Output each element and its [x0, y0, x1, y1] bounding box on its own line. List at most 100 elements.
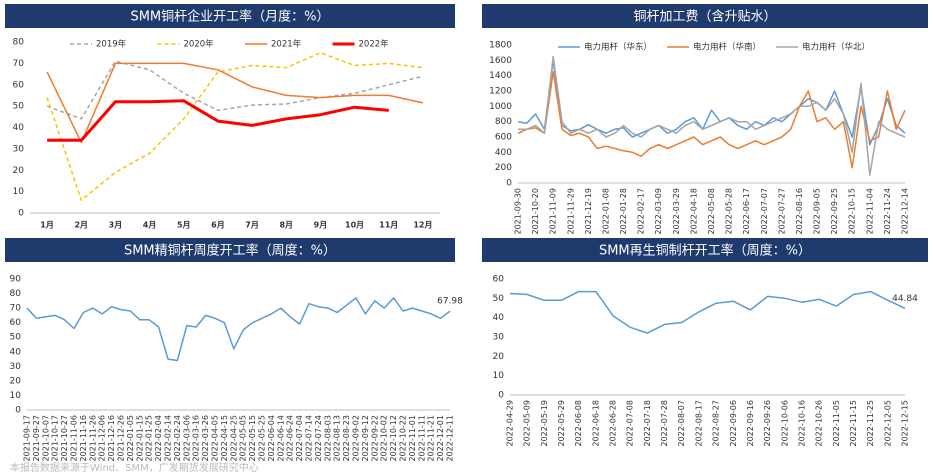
y-tick-label: 20 — [493, 352, 505, 362]
x-tick-label: 2022-11-01 — [408, 415, 417, 462]
source-note: 本报告数据来源于Wind、SMM，广发期货发展研究中心 — [10, 461, 259, 474]
y-tick-label: 80 — [10, 289, 22, 299]
x-tick-label: 2021-11-06 — [70, 415, 79, 462]
x-tick-label: 3月 — [109, 221, 123, 230]
y-tick-label: 50 — [493, 294, 505, 304]
legend-label: 2019年 — [96, 39, 127, 50]
x-tick-label: 2022-10-15 — [848, 188, 857, 235]
y-tick-label: 60 — [13, 80, 25, 90]
x-tick-label: 2022-03-09 — [654, 188, 663, 235]
x-tick-label: 2022-10-16 — [797, 400, 806, 447]
x-tick-label: 2022-06-04 — [267, 415, 276, 462]
x-tick-label: 2022-07-27 — [777, 188, 786, 235]
legend-label: 2021年 — [271, 39, 302, 50]
x-tick-label: 2022-04-05 — [211, 415, 220, 462]
x-tick-label: 2021-11-29 — [566, 188, 575, 235]
legend-label: 电力用杆（华北） — [802, 42, 870, 53]
series-line — [46, 60, 424, 120]
x-tick-label: 2022-11-15 — [849, 400, 858, 447]
x-tick-label: 2021-12-26 — [117, 415, 126, 462]
title-bar — [482, 4, 928, 28]
x-tick-label: 2022-01-05 — [126, 415, 135, 462]
y-tick-label: 1600 — [489, 56, 512, 66]
y-tick-label: 20 — [10, 376, 22, 386]
x-tick-label: 2022-06-28 — [609, 400, 618, 447]
x-tick-label: 2022-05-28 — [725, 188, 734, 235]
x-tick-label: 2022-10-06 — [780, 400, 789, 447]
x-tick-label: 2022-07-04 — [295, 415, 304, 462]
x-tick-label: 2021-12-06 — [98, 415, 107, 462]
x-tick-label: 2022-08-16 — [795, 188, 804, 235]
x-tick-label: 2022-06-17 — [742, 188, 751, 235]
x-tick-label: 2022-01-08 — [601, 188, 610, 235]
x-tick-label: 2月 — [74, 221, 88, 230]
series-line — [47, 99, 389, 142]
y-tick-label: 800 — [495, 117, 512, 127]
legend-label: 2022年 — [359, 39, 390, 50]
y-tick-label: 70 — [10, 304, 22, 314]
y-tick-label: 10 — [10, 391, 22, 401]
x-tick-label: 2021-09-30 — [514, 188, 523, 235]
x-tick-label: 2022-03-29 — [672, 188, 681, 235]
y-tick-label: 60 — [493, 275, 505, 285]
x-tick-label: 5月 — [177, 221, 191, 230]
y-tick-label: 1800 — [489, 41, 512, 51]
x-tick-label: 2022-01-15 — [135, 415, 144, 462]
value-label: 44.84 — [892, 294, 918, 304]
series-line — [46, 51, 423, 201]
x-tick-label: 2022-09-12 — [361, 415, 370, 462]
x-tick-label: 2022-03-26 — [201, 415, 210, 462]
legend-label: 电力用杆（华南） — [693, 42, 761, 53]
x-tick-label: 2022-05-09 — [523, 400, 532, 447]
y-tick-label: 40 — [13, 123, 25, 133]
x-tick-label: 11月 — [379, 221, 398, 230]
x-tick-label: 2022-08-13 — [333, 415, 342, 462]
y-tick-label: 80 — [13, 38, 25, 48]
x-tick-label: 2022-02-04 — [154, 415, 163, 462]
chart-title: SMM精铜杆周度开工率（周度：%） — [124, 243, 336, 259]
x-tick-label: 2022-01-28 — [619, 188, 628, 235]
chart-title: SMM再生铜制杆开工率（周度：%） — [599, 243, 811, 259]
x-tick-label: 2022-08-17 — [694, 400, 703, 447]
x-tick-label: 2022-09-22 — [370, 415, 379, 462]
y-tick-label: 0 — [18, 209, 24, 219]
y-tick-label: 40 — [10, 347, 22, 357]
x-tick-label: 2022-12-14 — [901, 188, 910, 235]
x-tick-label: 1月 — [40, 221, 54, 230]
y-tick-label: 1400 — [489, 71, 512, 81]
x-tick-label: 2022-09-25 — [830, 188, 839, 235]
x-tick-label: 2022-09-06 — [729, 400, 738, 447]
y-tick-label: 20 — [13, 166, 25, 176]
series-line — [509, 290, 906, 334]
x-tick-label: 2022-10-26 — [815, 400, 824, 447]
x-tick-label: 2022-11-24 — [883, 188, 892, 235]
x-tick-label: 2022-05-15 — [248, 415, 257, 462]
x-tick-label: 2022-11-04 — [865, 188, 874, 235]
x-tick-label: 2022-06-24 — [286, 415, 295, 462]
series-line — [517, 71, 906, 169]
y-tick-label: 1200 — [489, 87, 512, 97]
x-tick-label: 2022-10-02 — [380, 415, 389, 462]
x-tick-label: 2022-08-23 — [342, 415, 351, 462]
y-tick-label: 600 — [495, 133, 512, 143]
x-tick-label: 2022-05-08 — [707, 188, 716, 235]
x-tick-label: 2022-11-05 — [832, 400, 841, 447]
x-tick-label: 2022-02-14 — [164, 415, 173, 462]
series-line — [517, 59, 906, 146]
x-tick-label: 2022-09-26 — [763, 400, 772, 447]
x-tick-label: 2021-09-27 — [32, 415, 41, 462]
x-tick-label: 2022-06-18 — [591, 400, 600, 447]
y-tick-label: 90 — [10, 275, 22, 285]
x-tick-label: 2022-05-25 — [258, 415, 267, 462]
y-tick-label: 1000 — [489, 102, 512, 112]
x-tick-label: 2021-12-16 — [107, 415, 116, 462]
x-tick-label: 2022-12-15 — [901, 400, 910, 447]
x-tick-label: 4月 — [143, 221, 157, 230]
x-tick-label: 2022-11-21 — [427, 415, 436, 462]
x-tick-label: 2022-11-11 — [417, 415, 426, 462]
x-tick-label: 8月 — [279, 221, 293, 230]
x-tick-label: 2021-09-17 — [23, 415, 32, 462]
x-tick-label: 2022-04-15 — [220, 415, 229, 462]
x-tick-label: 2022-04-18 — [689, 188, 698, 235]
x-tick-label: 2022-12-11 — [446, 415, 455, 462]
